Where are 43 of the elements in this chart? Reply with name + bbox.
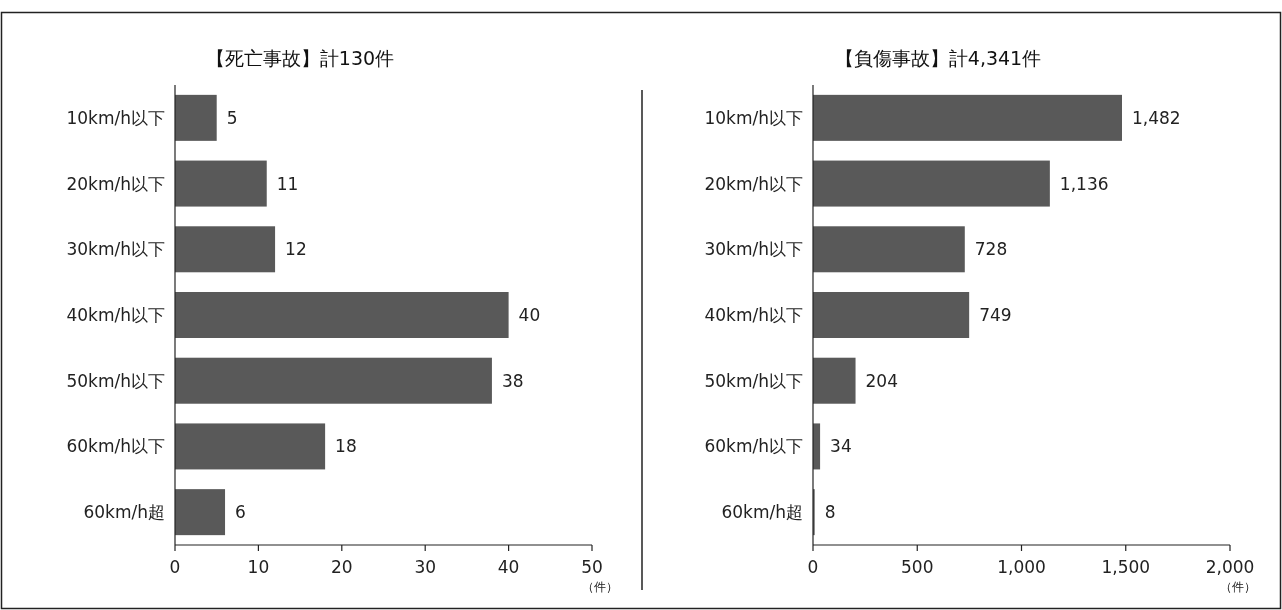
data-label: 38 — [501, 370, 524, 391]
y-tick-label: 60km/h超 — [83, 502, 165, 523]
x-tick-label: 10 — [247, 557, 270, 577]
y-tick-label: 60km/h以下 — [704, 436, 803, 457]
y-tick-label: 40km/h以下 — [66, 305, 165, 325]
data-label: 12 — [285, 239, 307, 260]
y-tick-label: 10km/h以下 — [66, 107, 165, 128]
y-tick-label: 40km/h以下 — [704, 305, 803, 325]
x-tick-label: 1,500 — [1101, 557, 1151, 577]
y-tick-label: 20km/h以下 — [66, 173, 165, 194]
data-label: 749 — [979, 305, 1012, 325]
x-tick-label: 1,000 — [997, 557, 1046, 577]
x-tick-label: 20 — [330, 557, 353, 577]
x-tick-label: 50 — [581, 557, 603, 577]
data-label: 18 — [335, 436, 357, 457]
data-label: 8 — [824, 502, 836, 523]
y-tick-label: 60km/h以下 — [66, 436, 165, 457]
chart-title: 【負傷事故】計4,341件 — [834, 47, 1042, 69]
data-label: 34 — [830, 436, 852, 457]
chart-title: 【死亡事故】計130件 — [205, 47, 395, 69]
y-tick-label: 50km/h以下 — [704, 370, 803, 391]
data-label: 11 — [276, 173, 299, 194]
data-label: 6 — [235, 502, 246, 523]
x-tick-label: 500 — [901, 557, 934, 577]
y-tick-label: 30km/h以下 — [704, 239, 803, 260]
y-tick-label: 20km/h以下 — [704, 173, 803, 194]
data-label: 728 — [974, 239, 1008, 260]
x-tick-label: 40 — [497, 557, 520, 577]
x-axis-title: （件） — [1220, 580, 1256, 594]
data-label: 1,482 — [1132, 107, 1181, 128]
y-tick-label: 60km/h超 — [721, 502, 803, 523]
x-tick-label: 30 — [414, 557, 437, 577]
y-tick-label: 10km/h以下 — [704, 107, 803, 128]
data-label: 40 — [518, 305, 541, 325]
x-axis-title: （件） — [582, 580, 618, 594]
y-tick-label: 30km/h以下 — [66, 239, 165, 260]
x-tick-label: 2,000 — [1205, 557, 1255, 577]
data-label: 1,136 — [1059, 173, 1109, 194]
data-label: 204 — [865, 370, 898, 391]
x-tick-label: 0 — [169, 557, 181, 577]
y-tick-label: 50km/h以下 — [66, 370, 165, 391]
data-label: 5 — [226, 107, 238, 128]
x-tick-label: 0 — [807, 557, 819, 577]
